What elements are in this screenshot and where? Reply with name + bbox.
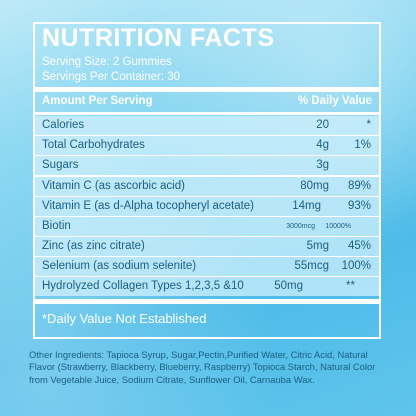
header-amount: Amount Per Serving [42,95,153,107]
table-row: Vitamin E (as d-Alpha tocopheryl acetate… [35,197,379,216]
table-row: Selenium (as sodium selenite) 55mcg 100% [35,257,379,276]
other-ingredients: Other Ingredients: Tapioca Syrup, Sugar,… [29,349,376,385]
nutrient-amount: 80mg [300,180,329,192]
row-divider [35,236,379,237]
nutrient-amount: 5mg [306,240,329,252]
row-divider [35,135,379,136]
nutrient-name: Calories [42,119,85,131]
nutrient-name: Vitamin E (as d-Alpha tocopheryl acetate… [42,200,255,212]
row-divider [35,155,379,156]
table-header: Amount Per Serving % Daily Value [42,93,372,111]
nutrient-dv: 45% [347,240,371,252]
row-divider [35,196,379,197]
nutrient-dv: 10000% [325,223,351,230]
nutrient-amount: 50mg [274,280,303,292]
nutrient-dv: * [366,119,371,131]
nutrient-amount: 4g [316,139,329,151]
nutrient-name: Total Carbohydrates [42,139,145,151]
table-row: Hydrolyzed Collagen Types 1,2,3,5 &10 50… [35,277,379,296]
row-divider [35,256,379,257]
nutrient-name: Zinc (as zinc citrate) [42,240,145,252]
nutrient-name: Biotin [42,220,71,232]
header-daily-value: % Daily Value [297,95,372,107]
nutrient-name: Vitamin C (as ascorbic acid) [42,180,185,192]
thick-divider-top [35,87,379,92]
table-row: Vitamin C (as ascorbic acid) 80mg 89% [35,177,379,196]
nutrient-amount: 55mcg [294,260,329,272]
servings-per-container: Servings Per Container: 30 [42,71,181,83]
nutrient-dv: 93% [347,200,371,212]
nutrient-dv: 1% [354,139,371,151]
nutrition-panel [33,22,381,339]
nutrient-name: Sugars [42,159,79,171]
nutrient-dv: 89% [347,180,371,192]
table-row: Zinc (as zinc citrate) 5mg 45% [35,237,379,256]
nutrient-dv: ** [346,280,355,292]
table-row: Biotin 3000mcg 10000% [35,217,379,236]
nutrient-amount: 20 [316,119,329,131]
table-row: Calories 20 * [35,116,379,135]
thick-divider-bottom [35,299,379,304]
serving-size: Serving Size: 2 Gummies [42,56,172,68]
divider [35,175,379,177]
nutrient-name: Hydrolyzed Collagen Types 1,2,3,5 &10 [42,280,244,292]
table-row: Sugars 3g [35,156,379,175]
row-divider [35,276,379,277]
footnote: *Daily Value Not Established [42,311,207,326]
nutrient-name: Selenium (as sodium selenite) [42,260,197,272]
row-divider [35,216,379,217]
nutrient-dv: 100% [341,260,371,272]
nutrient-amount: 3000mcg [286,223,315,230]
thick-divider-header [35,112,379,115]
nutrient-amount: 14mg [292,200,321,212]
table-row: Total Carbohydrates 4g 1% [35,136,379,155]
nutrient-amount: 3g [316,159,329,171]
panel-title: NUTRITION FACTS [42,24,275,52]
